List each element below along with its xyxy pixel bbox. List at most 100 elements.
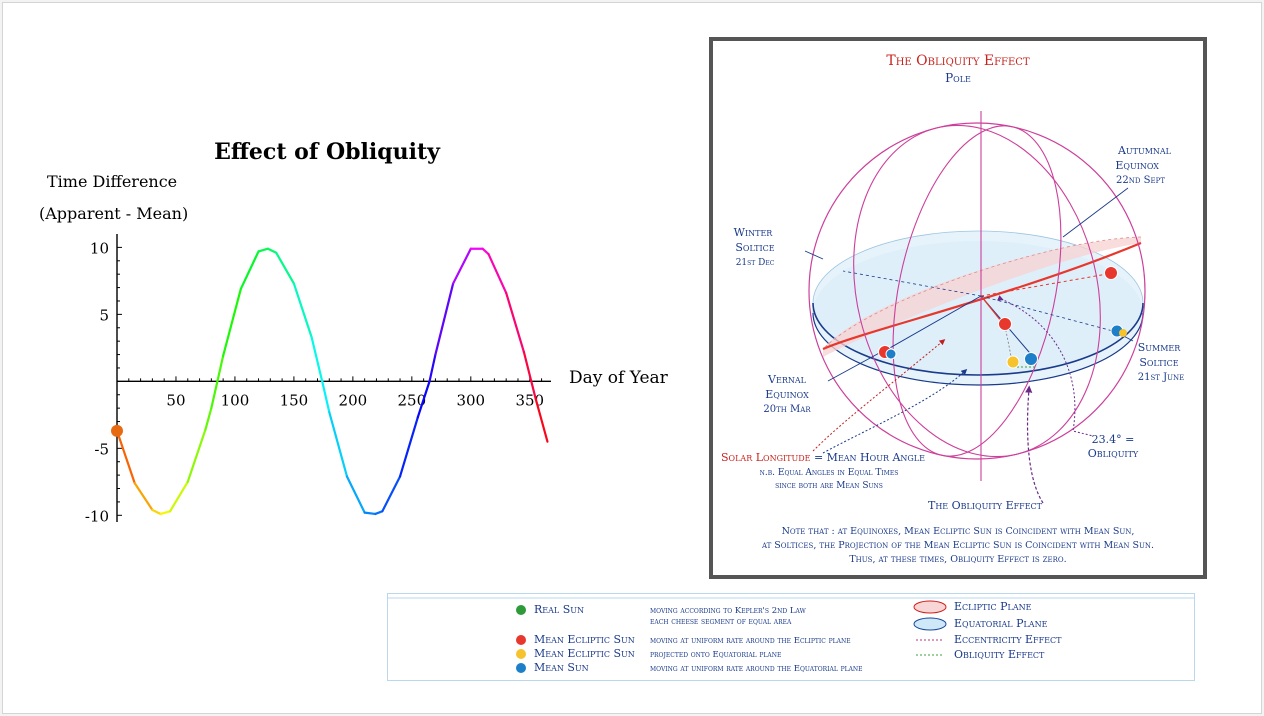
legend-projected-sun-icon bbox=[516, 649, 526, 659]
curve-segment bbox=[151, 508, 162, 516]
projected-mean-ecliptic-sun bbox=[1006, 355, 1020, 369]
y-tick-label: 10 bbox=[90, 239, 109, 257]
curve-segment bbox=[292, 282, 313, 339]
curve-segment bbox=[159, 510, 172, 516]
solar-longitude-line3: since both are Mean Suns bbox=[775, 481, 883, 491]
legend-real-sun-name: Real Sun bbox=[534, 603, 584, 616]
y-axis-label-line2: (Apparent - Mean) bbox=[39, 204, 188, 223]
curve-segment bbox=[210, 354, 225, 410]
angle-label-line1: 23.4° = bbox=[1092, 433, 1135, 446]
legend-projected-sun-name: Mean Ecliptic Sun bbox=[534, 647, 635, 660]
legend-real-sun-desc1: moving according to Kepler's 2nd Law bbox=[650, 606, 807, 616]
legend-svg: Real Sun moving according to Kepler's 2n… bbox=[388, 597, 1194, 674]
obliquity-effect-label: The Obliquity Effect bbox=[928, 499, 1043, 512]
legend-mean-ecliptic-sun-desc: moving at uniform rate around the Eclipt… bbox=[650, 636, 851, 646]
y-tick-label: 5 bbox=[99, 306, 109, 324]
note-line1: Note that : at Equinoxes, Mean Ecliptic … bbox=[782, 526, 1135, 537]
angle-label-line2: Obliquity bbox=[1088, 447, 1139, 460]
diagram-title: The Obliquity Effect bbox=[886, 53, 1030, 69]
curve-segment bbox=[534, 397, 549, 443]
autumnal-label-line1: Autumnal bbox=[1117, 144, 1172, 157]
curve-segment bbox=[133, 482, 154, 512]
chart-title: Effect of Obliquity bbox=[214, 139, 441, 165]
chart-curve bbox=[115, 247, 549, 516]
mean-ecliptic-sun bbox=[998, 317, 1012, 331]
curve-segment bbox=[505, 291, 525, 353]
solar-longitude-red: Solar Longitude bbox=[721, 451, 811, 464]
celestial-sphere bbox=[808, 111, 1146, 481]
obliquity-diagram: The Obliquity Effect Pole bbox=[721, 53, 1185, 565]
curve-segment bbox=[239, 250, 260, 291]
curve-segment bbox=[310, 336, 324, 383]
chart-axes: 50 100 150 200 250 300 350 10 5 -5 -10 bbox=[85, 234, 551, 525]
y-axis-label-line1: Time Difference bbox=[47, 172, 177, 191]
legend-obliquity-effect-name: Obliquity Effect bbox=[954, 648, 1045, 661]
legend-ecliptic-plane-icon bbox=[913, 600, 947, 614]
summer-label-line2: Soltice bbox=[1139, 356, 1178, 369]
solar-longitude-line2: n.b. Equal Angles in Equal Times bbox=[760, 468, 899, 478]
solar-longitude-line1: Solar Longitude = Mean Hour Angle bbox=[721, 451, 925, 464]
legend-mean-sun-name: Mean Sun bbox=[534, 661, 589, 674]
start-marker bbox=[111, 424, 123, 437]
curve-segment bbox=[204, 407, 213, 431]
vernal-label-date: 20th Mar bbox=[763, 404, 811, 415]
summer-label-line1: Summer bbox=[1138, 341, 1182, 354]
mean-sun bbox=[1024, 352, 1038, 366]
note-line3: Thus, at these times, Obliquity Effect i… bbox=[849, 554, 1066, 565]
autumnal-mean-ecliptic-sun bbox=[1104, 266, 1118, 280]
curve-segment bbox=[321, 380, 331, 414]
legend-mean-ecliptic-sun-name: Mean Ecliptic Sun bbox=[534, 633, 635, 646]
winter-label-line1: Winter bbox=[734, 226, 774, 239]
legend-projected-sun-desc: projected onto Equatorial plane bbox=[650, 650, 781, 660]
ecliptic-plane bbox=[822, 236, 1142, 357]
legend-real-sun-desc2: each cheese segment of equal area bbox=[650, 617, 792, 627]
legend-equatorial-plane-icon bbox=[913, 617, 947, 631]
legend-panel: Real Sun moving according to Kepler's 2n… bbox=[387, 593, 1195, 681]
curve-segment bbox=[522, 350, 537, 400]
summer-label-date: 21st June bbox=[1138, 372, 1185, 383]
curve-segment bbox=[434, 282, 455, 356]
legend-equatorial-plane-name: Equatorial Plane bbox=[954, 617, 1048, 630]
chart-marker-layer bbox=[111, 424, 123, 437]
x-tick-label: 150 bbox=[280, 391, 309, 409]
x-tick-label: 250 bbox=[398, 391, 427, 409]
y-tick-label: -5 bbox=[94, 440, 109, 458]
curve-segment bbox=[186, 428, 207, 483]
x-tick-label: 350 bbox=[515, 391, 544, 409]
sun-markers bbox=[878, 266, 1127, 369]
curve-segment bbox=[222, 287, 242, 357]
x-tick-label: 300 bbox=[456, 391, 485, 409]
x-tick-label: 100 bbox=[221, 391, 250, 409]
curve-segment bbox=[266, 247, 278, 254]
curve-segment bbox=[345, 475, 366, 514]
legend-real-sun-icon bbox=[516, 605, 526, 615]
pole-label: Pole bbox=[945, 71, 971, 85]
legend-eccentricity-effect-name: Eccentricity Effect bbox=[954, 633, 1062, 646]
curve-segment bbox=[257, 247, 270, 253]
chart-background bbox=[35, 111, 675, 561]
curve-segment bbox=[275, 251, 296, 285]
curve-segment bbox=[328, 411, 349, 478]
autumnal-label-line2: Equinox bbox=[1115, 159, 1159, 172]
legend-mean-sun-desc: moving at uniform rate around the Equato… bbox=[650, 664, 863, 674]
vernal-label-line2: Equinox bbox=[765, 388, 809, 401]
curve-segment bbox=[487, 252, 508, 295]
curve-segment bbox=[416, 380, 431, 419]
summer-projected-sun bbox=[1119, 329, 1127, 337]
legend-ecliptic-plane-name: Ecliptic Plane bbox=[954, 600, 1032, 613]
obliquity-chart: Effect of Obliquity Time Difference (App… bbox=[35, 111, 675, 561]
solar-longitude-rest: = Mean Hour Angle bbox=[810, 451, 925, 464]
curve-segment bbox=[374, 510, 384, 516]
diagram-frame: The Obliquity Effect Pole bbox=[709, 37, 1207, 579]
curve-segment bbox=[168, 480, 189, 513]
curve-segment bbox=[481, 247, 490, 256]
x-axis-label: Day of Year bbox=[569, 368, 669, 388]
legend-mean-ecliptic-sun-icon bbox=[516, 635, 526, 645]
curve-segment bbox=[452, 247, 472, 285]
note-line2: at Soltices, the Projection of the Mean … bbox=[761, 540, 1154, 551]
autumnal-label-date: 22nd Sept bbox=[1116, 175, 1165, 186]
curve-segment bbox=[398, 416, 419, 478]
vernal-mean-sun bbox=[885, 348, 897, 360]
curve-segment bbox=[428, 353, 437, 383]
